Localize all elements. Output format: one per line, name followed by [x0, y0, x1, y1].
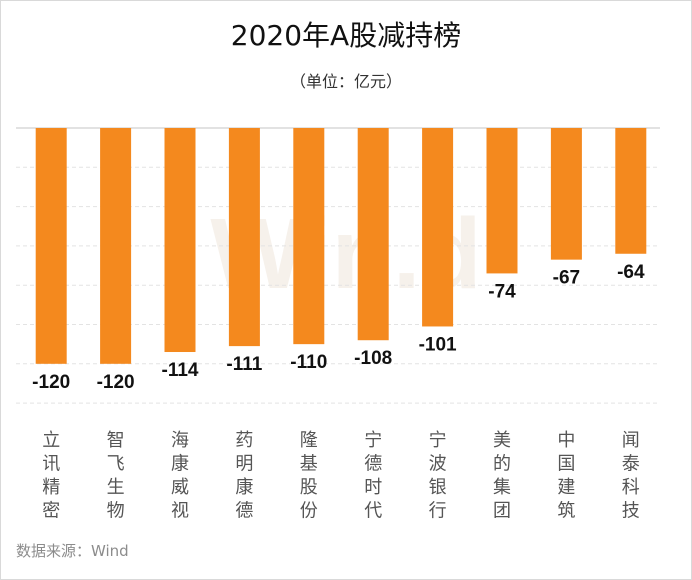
category-label: 智飞生物	[107, 430, 125, 522]
category-label: 美的集团	[493, 430, 511, 522]
category-labels: 立讯精密 智飞生物 海康威视 药明康德 隆基股份 宁德时代 宁波银行 美的集团 中国建筑 闻泰科技	[42, 430, 640, 522]
data-label: -74	[488, 281, 516, 302]
category-label: 药明康德	[235, 430, 253, 522]
bar	[615, 128, 647, 254]
category-label: 海康威视	[171, 430, 189, 522]
data-label: -101	[419, 334, 457, 355]
bar	[100, 128, 132, 364]
data-labels: -120 -120 -114 -111 -110 -108 -101 -74 -67 -64	[32, 262, 645, 393]
bar	[164, 128, 196, 353]
bar	[293, 128, 325, 345]
data-label: -120	[32, 372, 70, 393]
data-label: -110	[290, 352, 327, 373]
category-label: 宁波银行	[429, 430, 447, 522]
bar	[35, 128, 67, 364]
data-label: -108	[354, 348, 392, 369]
bar	[422, 128, 454, 327]
data-label: -111	[226, 354, 262, 375]
data-label: -120	[97, 372, 135, 393]
bars	[35, 128, 647, 364]
chart-subtitle: （单位：亿元）	[289, 72, 402, 91]
bar	[357, 128, 389, 341]
bar	[486, 128, 518, 274]
bar	[550, 128, 582, 260]
category-label: 宁德时代	[364, 430, 382, 522]
data-label: -67	[553, 268, 580, 289]
data-label: -114	[162, 360, 199, 381]
category-label: 立讯精密	[42, 430, 60, 522]
category-label: 隆基股份	[300, 430, 318, 522]
data-label: -64	[617, 262, 645, 283]
source-note: 数据来源：Wind	[16, 542, 129, 560]
chart-title: 2020年A股减持榜	[230, 19, 462, 52]
category-label: 中国建筑	[557, 430, 575, 522]
bar	[228, 128, 260, 347]
category-label: 闻泰科技	[622, 430, 640, 522]
